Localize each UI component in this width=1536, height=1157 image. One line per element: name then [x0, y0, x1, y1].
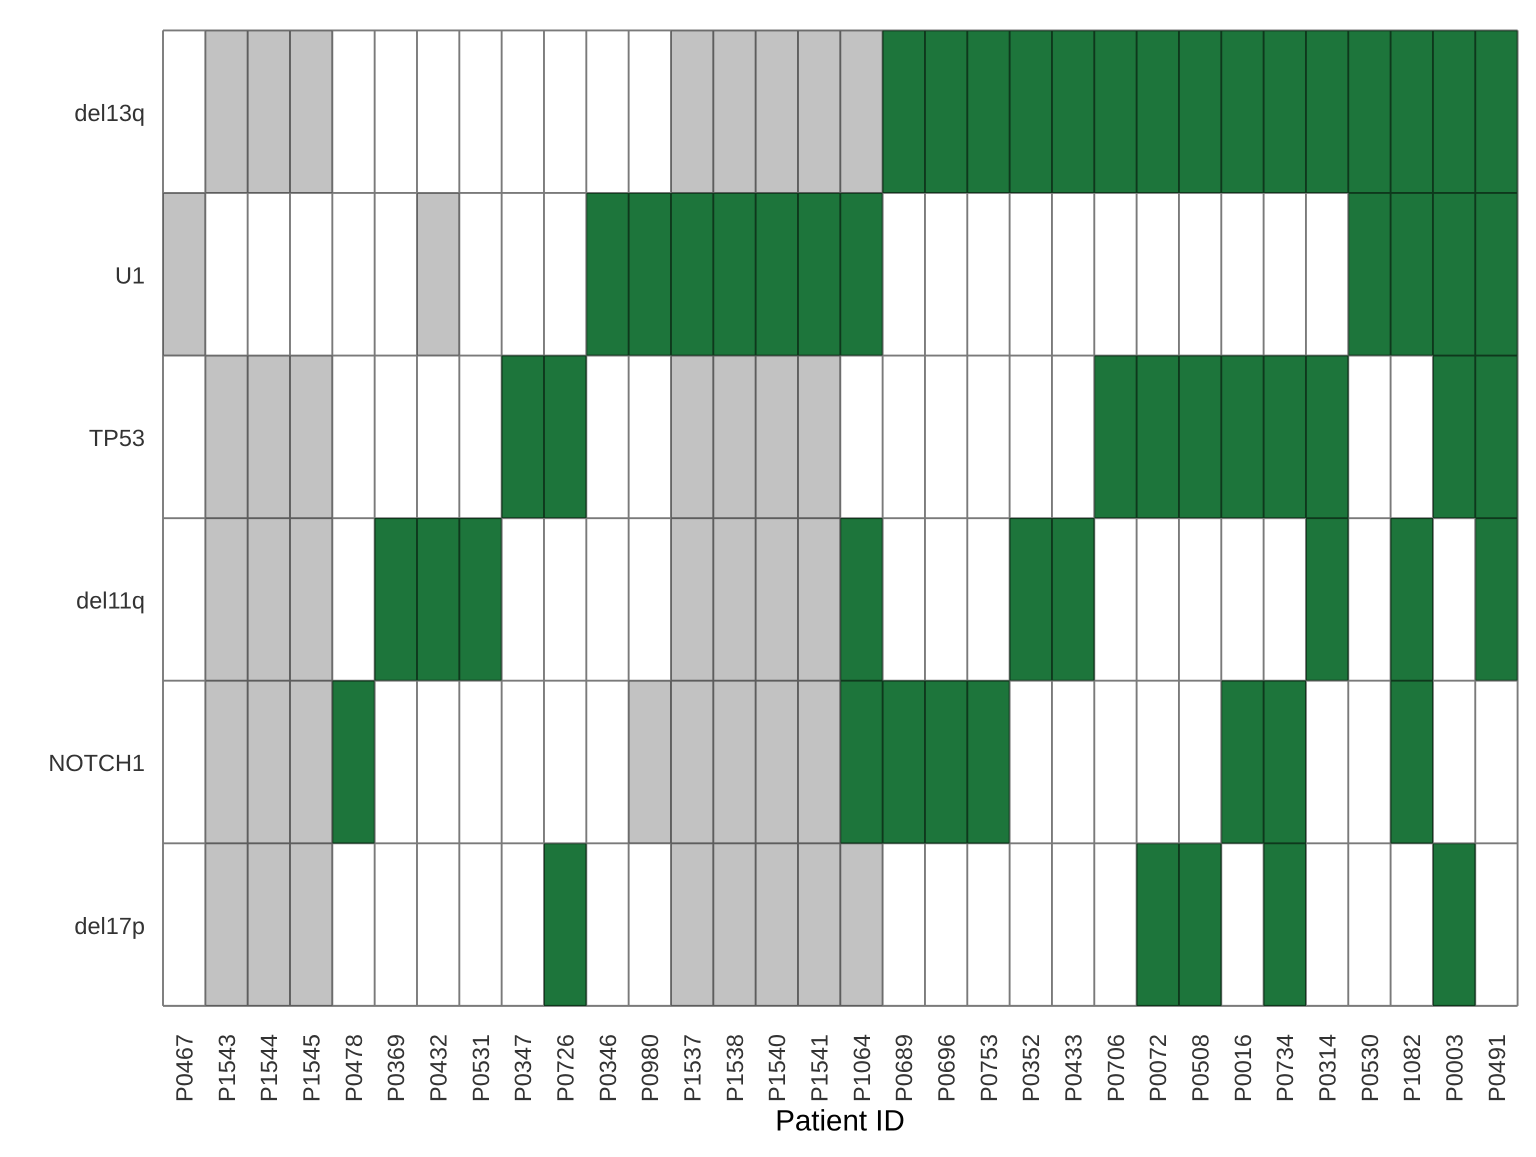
svg-text:P1545: P1545 [299, 1034, 325, 1102]
svg-text:del11q: del11q [76, 588, 145, 614]
svg-text:P1064: P1064 [849, 1034, 875, 1102]
svg-text:P0352: P0352 [1018, 1034, 1044, 1102]
svg-text:P0433: P0433 [1061, 1034, 1087, 1102]
svg-text:P0478: P0478 [341, 1034, 367, 1102]
svg-text:TP53: TP53 [89, 425, 145, 451]
svg-text:P0491: P0491 [1484, 1034, 1510, 1102]
svg-text:NOTCH1: NOTCH1 [48, 750, 145, 776]
svg-text:del17p: del17p [74, 913, 145, 939]
svg-text:P0432: P0432 [426, 1034, 452, 1102]
svg-text:U1: U1 [115, 263, 145, 289]
svg-text:P0980: P0980 [637, 1034, 663, 1102]
svg-text:P0726: P0726 [553, 1034, 579, 1102]
svg-text:P0696: P0696 [934, 1034, 960, 1102]
svg-text:P0347: P0347 [510, 1034, 536, 1102]
svg-text:P1538: P1538 [722, 1034, 748, 1102]
svg-text:P1543: P1543 [214, 1034, 240, 1102]
svg-text:P0003: P0003 [1442, 1034, 1468, 1102]
svg-text:P0753: P0753 [976, 1034, 1002, 1102]
svg-text:P0314: P0314 [1315, 1034, 1341, 1102]
svg-text:P0346: P0346 [595, 1034, 621, 1102]
svg-text:P0689: P0689 [891, 1034, 917, 1102]
svg-text:P1541: P1541 [807, 1034, 833, 1102]
svg-text:P0508: P0508 [1188, 1034, 1214, 1102]
svg-text:P1540: P1540 [764, 1034, 790, 1102]
svg-text:P1544: P1544 [256, 1034, 282, 1102]
svg-text:P0734: P0734 [1272, 1034, 1298, 1102]
svg-text:Patient ID: Patient ID [775, 1104, 905, 1137]
svg-text:P0016: P0016 [1230, 1034, 1256, 1102]
svg-text:P0072: P0072 [1145, 1034, 1171, 1102]
svg-text:P0531: P0531 [468, 1034, 494, 1102]
svg-text:del13q: del13q [74, 100, 145, 126]
svg-text:P0530: P0530 [1357, 1034, 1383, 1102]
svg-text:P1082: P1082 [1399, 1034, 1425, 1102]
svg-text:P0467: P0467 [172, 1034, 198, 1102]
svg-text:P1537: P1537 [680, 1034, 706, 1102]
svg-text:P0706: P0706 [1103, 1034, 1129, 1102]
svg-text:P0369: P0369 [383, 1034, 409, 1102]
